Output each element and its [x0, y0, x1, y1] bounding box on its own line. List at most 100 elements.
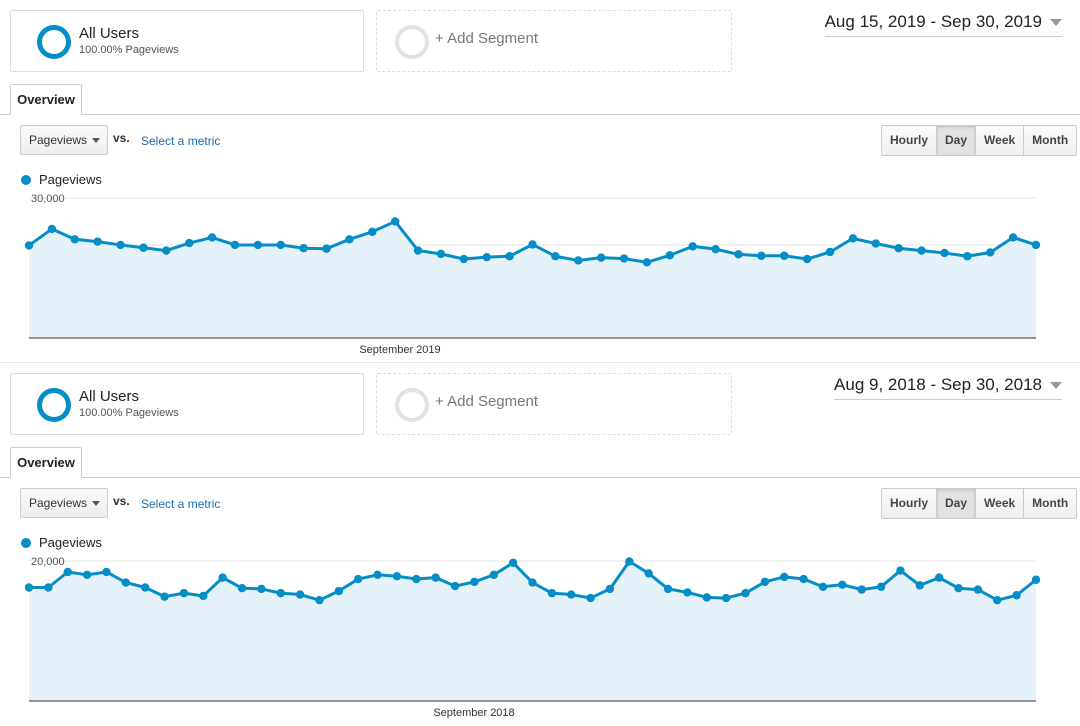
granularity-hourly-button[interactable]: Hourly: [882, 126, 937, 155]
date-range-picker[interactable]: Aug 15, 2019 - Sep 30, 2019: [824, 12, 1062, 37]
data-point: [940, 248, 949, 258]
metric-select-label: Pageviews: [29, 133, 88, 147]
segment-title: All Users: [79, 388, 140, 405]
tab-overview[interactable]: Overview: [10, 447, 82, 478]
data-point: [253, 240, 263, 250]
date-range-label: Aug 15, 2019 - Sep 30, 2019: [824, 12, 1042, 31]
data-point: [392, 572, 402, 581]
metric-select[interactable]: Pageviews: [20, 488, 108, 518]
chevron-down-icon: [92, 138, 100, 143]
series-area: [29, 221, 1036, 338]
metric-select[interactable]: Pageviews: [20, 125, 108, 155]
granularity-month-button[interactable]: Month: [1023, 489, 1077, 518]
data-point: [431, 573, 440, 582]
data-point: [140, 583, 150, 592]
data-point: [711, 244, 720, 254]
data-point: [605, 584, 615, 594]
granularity-week-button[interactable]: Week: [975, 489, 1024, 518]
data-point: [818, 582, 828, 591]
granularity-month-button[interactable]: Month: [1023, 126, 1077, 155]
data-point: [24, 583, 34, 592]
data-point: [116, 240, 125, 250]
segment-subtitle: 100.00% Pageviews: [79, 44, 179, 56]
data-point: [276, 240, 285, 250]
data-point: [24, 241, 34, 250]
y-tick-label: 30,000: [31, 193, 65, 205]
data-point: [547, 588, 557, 598]
data-point: [70, 235, 79, 244]
vs-label: vs.: [113, 494, 130, 508]
add-segment-button[interactable]: + Add Segment: [376, 10, 732, 72]
data-point: [780, 572, 789, 582]
data-point: [47, 224, 57, 234]
granularity-hourly-button[interactable]: Hourly: [882, 489, 937, 518]
segment-subtitle: 100.00% Pageviews: [79, 407, 179, 419]
select-metric-link[interactable]: Select a metric: [141, 497, 221, 511]
data-point: [44, 583, 53, 592]
data-point: [1031, 575, 1041, 584]
chevron-down-icon: [1050, 19, 1062, 27]
data-point: [373, 570, 382, 580]
data-point: [857, 585, 866, 594]
granularity-day-button[interactable]: Day: [936, 489, 976, 518]
data-point: [760, 577, 770, 587]
segment-title: All Users: [79, 25, 140, 42]
data-point: [93, 237, 102, 246]
granularity-toggle: Hourly Day Week Month: [881, 488, 1078, 519]
segment-ring-icon: [37, 388, 71, 422]
data-point: [528, 578, 537, 587]
data-point: [644, 569, 653, 578]
data-point: [894, 244, 903, 253]
select-metric-link[interactable]: Select a metric: [141, 134, 221, 148]
tab-overview[interactable]: Overview: [10, 84, 82, 115]
data-point: [508, 558, 518, 568]
data-point: [450, 581, 460, 591]
data-point: [102, 567, 111, 577]
data-point: [586, 593, 595, 603]
report-panel-2018: All Users 100.00% Pageviews + Add Segmen…: [0, 363, 1080, 726]
add-segment-label: + Add Segment: [435, 30, 538, 47]
data-point: [436, 249, 446, 259]
vs-label: vs.: [113, 131, 130, 145]
y-tick-label: 20,000: [31, 556, 65, 568]
panel-divider: [0, 362, 1080, 363]
metric-select-label: Pageviews: [29, 496, 88, 510]
data-point: [986, 248, 995, 257]
granularity-day-button[interactable]: Day: [936, 126, 976, 155]
data-point: [567, 590, 576, 599]
data-point: [915, 581, 925, 590]
data-point: [368, 227, 377, 236]
data-point: [354, 574, 363, 584]
segment-card-all-users[interactable]: All Users 100.00% Pageviews: [10, 373, 364, 435]
data-point: [963, 252, 972, 261]
data-point: [230, 240, 240, 250]
data-point: [459, 254, 469, 264]
chevron-down-icon: [92, 501, 100, 506]
data-point: [1008, 233, 1018, 242]
data-point: [934, 573, 944, 582]
granularity-toggle: Hourly Day Week Month: [881, 125, 1078, 156]
date-range-picker[interactable]: Aug 9, 2018 - Sep 30, 2018: [834, 375, 1062, 400]
x-axis-label: September 2019: [359, 344, 440, 356]
data-point: [237, 584, 247, 593]
segment-card-all-users[interactable]: All Users 100.00% Pageviews: [10, 10, 364, 72]
data-point: [799, 574, 808, 584]
data-point: [757, 251, 766, 260]
data-point: [596, 253, 606, 262]
data-point: [345, 235, 354, 244]
data-point: [257, 584, 266, 594]
granularity-week-button[interactable]: Week: [975, 126, 1024, 155]
report-panel-2019: All Users 100.00% Pageviews + Add Segmen…: [0, 10, 1080, 363]
data-point: [780, 251, 789, 260]
data-point: [413, 246, 423, 255]
data-point: [489, 570, 498, 580]
data-point: [299, 244, 308, 253]
data-point: [663, 584, 673, 594]
add-segment-button[interactable]: + Add Segment: [376, 373, 732, 435]
data-point: [954, 584, 963, 593]
data-point: [896, 566, 905, 575]
data-point: [848, 234, 858, 243]
chevron-down-icon: [1050, 382, 1062, 390]
